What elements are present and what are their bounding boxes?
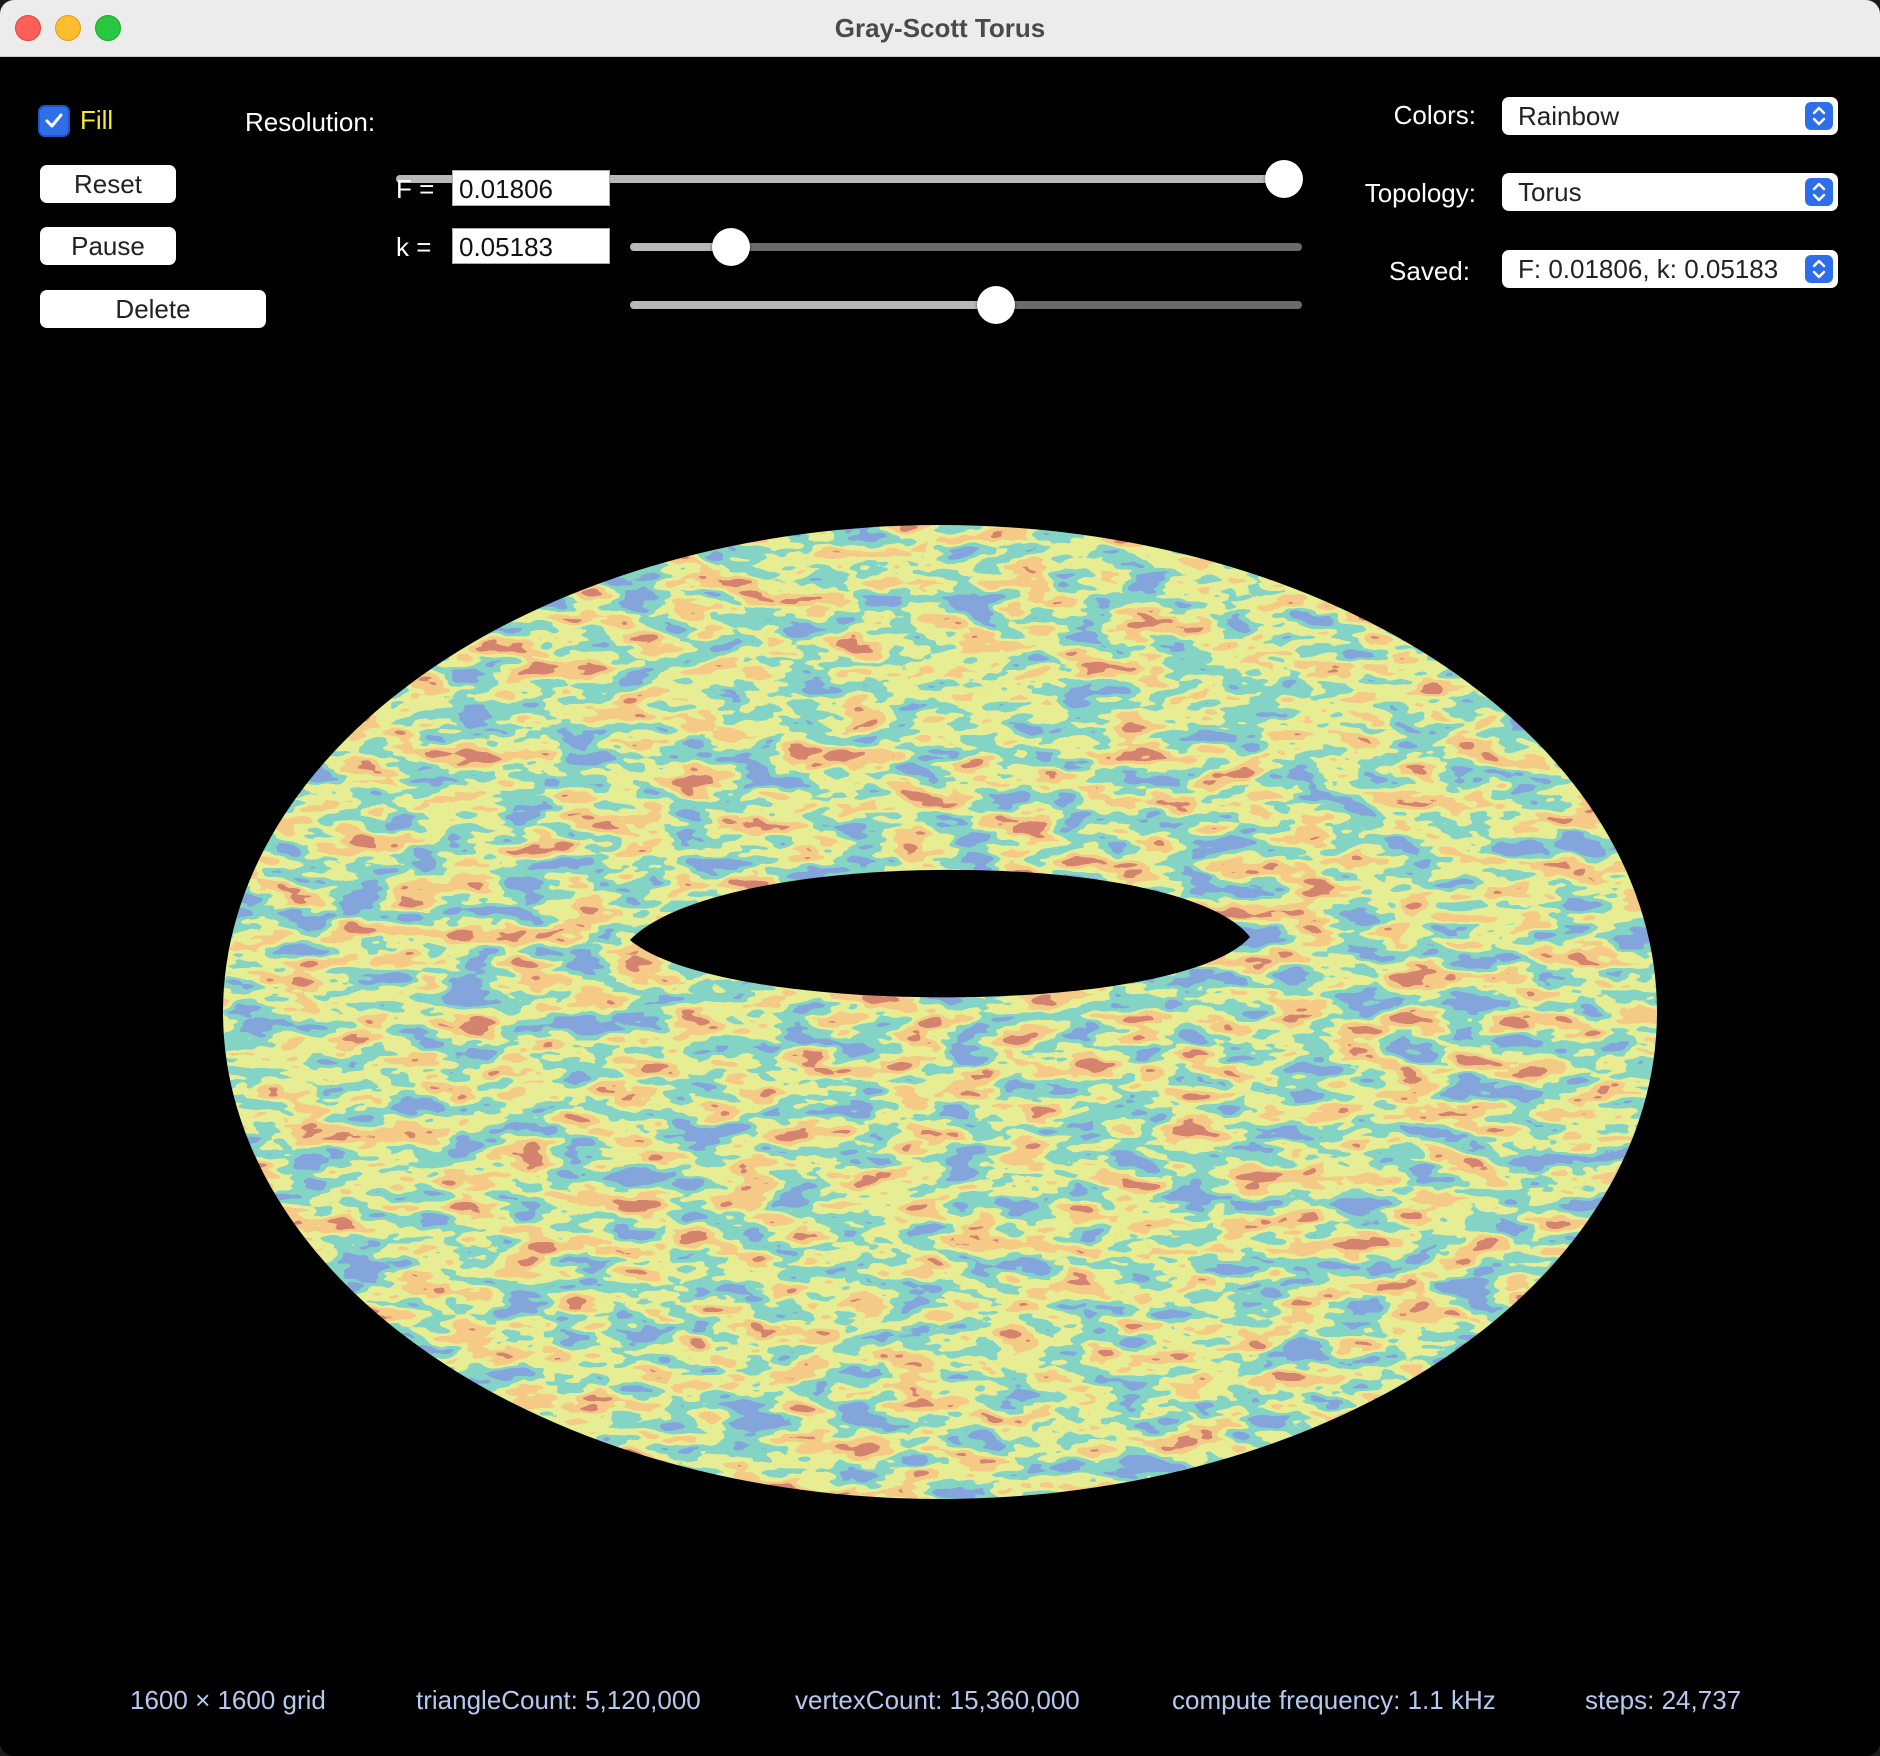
topology-select[interactable]: Torus bbox=[1502, 173, 1838, 211]
resolution-slider[interactable] bbox=[396, 160, 1303, 198]
reset-button[interactable]: Reset bbox=[40, 165, 176, 203]
fill-checkbox[interactable] bbox=[38, 105, 70, 137]
checkmark-icon bbox=[45, 113, 63, 128]
f-slider-fill bbox=[630, 243, 731, 251]
close-window-button[interactable] bbox=[15, 15, 41, 41]
maximize-window-button[interactable] bbox=[95, 15, 121, 41]
f-label: F = bbox=[396, 174, 435, 204]
k-slider-knob[interactable] bbox=[977, 286, 1016, 324]
saved-select[interactable]: F: 0.01806, k: 0.05183 bbox=[1502, 250, 1838, 288]
k-slider[interactable] bbox=[630, 286, 1302, 324]
f-slider[interactable] bbox=[630, 228, 1302, 266]
window-title: Gray-Scott Torus bbox=[834, 13, 1046, 43]
grid-size-status: 1600 × 1600 grid bbox=[130, 1685, 326, 1715]
colors-select-value: Rainbow bbox=[1518, 101, 1620, 131]
k-label: k = bbox=[396, 232, 432, 262]
topology-label: Topology: bbox=[1364, 178, 1476, 208]
vertex-count-status: vertexCount: 15,360,000 bbox=[795, 1685, 1080, 1715]
up-down-chevron-icon bbox=[1805, 178, 1833, 206]
minimize-window-button[interactable] bbox=[55, 15, 81, 41]
compute-frequency-status: compute frequency: 1.1 kHz bbox=[1172, 1685, 1496, 1715]
up-down-chevron-icon bbox=[1805, 102, 1833, 130]
torus-visualization[interactable] bbox=[0, 57, 1880, 1756]
delete-button[interactable]: Delete bbox=[40, 290, 266, 328]
title-bar: Gray-Scott Torus bbox=[0, 0, 1880, 57]
up-down-chevron-icon bbox=[1805, 255, 1833, 283]
colors-select[interactable]: Rainbow bbox=[1502, 97, 1838, 135]
k-slider-fill bbox=[630, 301, 997, 309]
f-value-field[interactable]: 0.01806 bbox=[452, 170, 610, 206]
fill-label[interactable]: Fill bbox=[80, 105, 114, 135]
pause-button[interactable]: Pause bbox=[40, 227, 176, 265]
resolution-slider-fill bbox=[396, 175, 1284, 183]
k-value-field[interactable]: 0.05183 bbox=[452, 228, 610, 264]
content-area: Fill Reset Pause Delete Resolution: F = … bbox=[0, 57, 1880, 1756]
saved-label: Saved: bbox=[1389, 256, 1470, 286]
f-slider-knob[interactable] bbox=[711, 228, 750, 266]
steps-status: steps: 24,737 bbox=[1585, 1685, 1742, 1715]
saved-select-value: F: 0.01806, k: 0.05183 bbox=[1518, 254, 1779, 284]
colors-label: Colors: bbox=[1393, 100, 1476, 130]
triangle-count-status: triangleCount: 5,120,000 bbox=[416, 1685, 701, 1715]
resolution-slider-knob[interactable] bbox=[1265, 160, 1303, 198]
topology-select-value: Torus bbox=[1518, 177, 1582, 207]
resolution-label: Resolution: bbox=[245, 107, 376, 137]
